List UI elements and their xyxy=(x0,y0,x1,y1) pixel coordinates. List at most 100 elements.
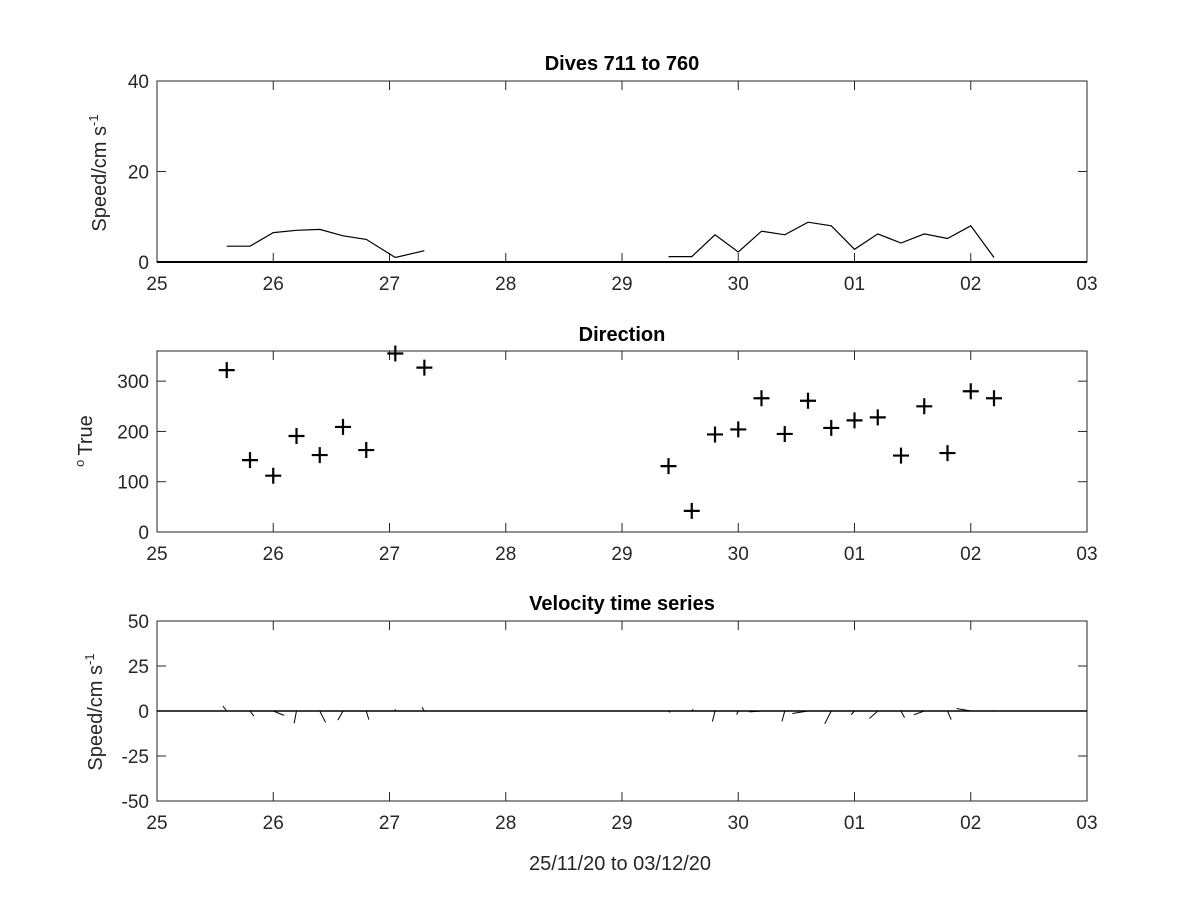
velocity-stick xyxy=(749,710,762,713)
speed-x-tick-label: 25 xyxy=(146,274,167,295)
direction-x-tick-label: 28 xyxy=(495,544,516,565)
direction-point xyxy=(776,425,793,442)
direction-point xyxy=(846,412,863,429)
speed-x-tick-label: 03 xyxy=(1076,274,1097,295)
direction-x-tick-label: 01 xyxy=(844,544,865,565)
direction-panel: Direction oTrue 25 26 27 28 29 30 01 02 03 0 100 20… xyxy=(72,324,1098,565)
speed-x-tick-label: 28 xyxy=(495,274,516,295)
direction-point xyxy=(939,445,956,462)
velocity-stick xyxy=(781,710,786,722)
direction-y-tick-label: 200 xyxy=(117,422,149,443)
velocity-panel-title: Velocity time series xyxy=(529,593,715,615)
direction-point xyxy=(288,427,305,444)
speed-series-group xyxy=(157,221,1087,263)
direction-point xyxy=(387,345,404,362)
velocity-y-tick-label: -50 xyxy=(122,792,149,813)
velocity-stick xyxy=(850,710,855,716)
direction-point xyxy=(660,458,677,475)
direction-point xyxy=(986,390,1002,407)
direction-panel-title: Direction xyxy=(579,324,666,346)
velocity-x-tick-label: 27 xyxy=(379,813,400,834)
direction-point xyxy=(265,467,282,484)
velocity-panel-axes: 25 26 27 28 29 30 01 02 03 -50 -25 0 25 50 xyxy=(122,612,1098,834)
direction-point xyxy=(683,502,700,519)
direction-x-tick-label: 25 xyxy=(146,544,167,565)
velocity-stick xyxy=(249,710,255,717)
velocity-y-tick-label: 25 xyxy=(128,657,149,678)
velocity-stick xyxy=(691,709,694,712)
direction-point xyxy=(823,419,840,436)
speed-series-line xyxy=(668,221,995,258)
velocity-stick xyxy=(273,710,285,716)
speed-y-tick-label: 20 xyxy=(128,163,149,184)
velocity-x-tick-label: 26 xyxy=(263,813,284,834)
velocity-stick xyxy=(824,710,832,725)
velocity-stick xyxy=(956,708,971,712)
direction-point xyxy=(730,421,747,438)
speed-x-tick-label: 27 xyxy=(379,274,400,295)
speed-x-tick-label: 02 xyxy=(960,274,981,295)
velocity-stick xyxy=(337,710,344,721)
velocity-stick xyxy=(711,710,716,722)
velocity-sticks-group xyxy=(157,705,1087,725)
speed-x-tick-label: 01 xyxy=(844,274,865,295)
velocity-x-tick-label: 29 xyxy=(611,813,632,834)
velocity-stick xyxy=(736,710,739,715)
speed-y-tick-label: 0 xyxy=(138,253,149,274)
direction-x-tick-label: 27 xyxy=(379,544,400,565)
direction-point xyxy=(218,362,235,379)
direction-point xyxy=(242,452,258,469)
direction-point xyxy=(800,392,816,409)
speed-panel-axes: 25 26 27 28 29 30 01 02 03 0 20 40 xyxy=(128,72,1098,295)
velocity-stick xyxy=(319,710,327,723)
velocity-y-tick-label: 50 xyxy=(128,612,149,633)
velocity-panel-ylabel: Speed/cm s-1 xyxy=(82,653,107,770)
velocity-x-tick-label: 02 xyxy=(960,813,981,834)
direction-point xyxy=(753,390,770,407)
direction-x-tick-label: 26 xyxy=(263,544,284,565)
velocity-x-tick-label: 25 xyxy=(146,813,167,834)
direction-point xyxy=(869,409,886,426)
speed-panel-ylabel: Speed/cm s-1 xyxy=(86,114,111,231)
direction-points-group xyxy=(218,345,1002,519)
speed-panel-title: Dives 711 to 760 xyxy=(545,53,700,75)
figure-xlabel: 25/11/20 to 03/12/20 xyxy=(529,853,711,875)
velocity-x-tick-label: 30 xyxy=(728,813,749,834)
direction-y-tick-label: 100 xyxy=(117,473,149,494)
direction-point xyxy=(707,426,723,443)
velocity-x-tick-label: 01 xyxy=(844,813,865,834)
direction-y-tick-label: 300 xyxy=(117,372,149,393)
velocity-x-tick-label: 28 xyxy=(495,813,516,834)
direction-point xyxy=(916,398,933,415)
direction-panel-ylabel: oTrue xyxy=(72,415,97,467)
velocity-stick xyxy=(365,710,370,720)
direction-point xyxy=(311,447,328,464)
direction-point xyxy=(358,442,375,459)
velocity-stick xyxy=(293,710,297,724)
speed-panel: Dives 711 to 760 Speed/cm s-1 25 26 27 28 29… xyxy=(86,53,1098,295)
velocity-stick xyxy=(900,710,905,718)
velocity-y-tick-label: 0 xyxy=(138,702,149,723)
direction-x-tick-label: 29 xyxy=(611,544,632,565)
velocity-stick xyxy=(668,710,671,713)
speed-y-tick-label: 40 xyxy=(128,72,149,93)
velocity-stick xyxy=(792,710,809,714)
velocity-stick xyxy=(869,710,879,719)
velocity-stick xyxy=(947,710,952,720)
direction-point xyxy=(962,383,979,400)
direction-point xyxy=(335,418,351,435)
velocity-stick xyxy=(913,710,925,716)
velocity-y-tick-label: -25 xyxy=(122,747,149,768)
speed-x-tick-label: 29 xyxy=(611,274,632,295)
direction-panel-axes: 25 26 27 28 29 30 01 02 03 0 100 200 300 xyxy=(117,350,1098,565)
velocity-panel: Velocity time series Speed/cm s-1 25 26 27… xyxy=(82,593,1098,834)
direction-y-tick-label: 0 xyxy=(138,523,149,544)
velocity-x-tick-label: 03 xyxy=(1076,813,1097,834)
direction-x-tick-label: 02 xyxy=(960,544,981,565)
velocity-stick xyxy=(222,705,228,712)
direction-x-tick-label: 03 xyxy=(1076,544,1097,565)
direction-point xyxy=(893,447,909,464)
speed-x-tick-label: 30 xyxy=(728,274,749,295)
